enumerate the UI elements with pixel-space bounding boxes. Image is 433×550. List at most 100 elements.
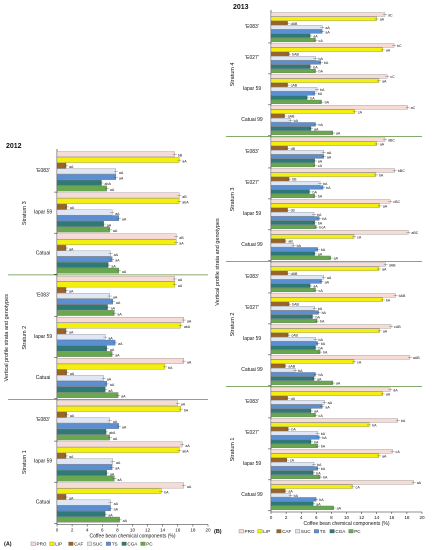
bar-pro [56,317,184,323]
bar-data-label: aA [113,420,118,424]
bar-data-label: aA [70,414,75,418]
bar-data-label: aA [417,481,422,485]
bar-lip [270,47,383,52]
x-tick-label: 20 [419,515,425,520]
bar-suc [270,25,323,30]
bar-data-label: bA [321,445,326,449]
bar-data-label: aA [110,472,115,476]
bar-data-label: aA [328,401,333,405]
bar-suc [270,306,315,311]
bar-cga [270,33,311,38]
bar-pc [56,226,110,233]
bar-pro [56,233,177,240]
bar-pro [270,43,395,48]
bar-cga [270,64,311,69]
stratum-label: Stratum 1 [230,438,236,462]
bar-data-label: bA [322,217,327,221]
bar-data-label: aA [116,301,121,305]
bar-suc [270,400,325,405]
bar-data-label: cA [319,414,324,418]
bar-data-label: aA [382,79,387,83]
bar-data-label: aB [288,240,293,244]
bar-ts [56,423,120,429]
stratum-label: Stratum 4 [230,63,236,87]
genotype-label: Iapar 59 [34,334,53,340]
bar-caf [56,287,67,293]
bar-data-label: aA [334,257,339,261]
bar-data-label: cA [357,360,362,364]
bar-lip [56,363,166,370]
bar-lip [270,297,383,302]
bar-lip [56,322,181,329]
bar-suc [56,209,113,216]
bar-data-label: aA [314,410,319,414]
bar-lip [270,266,380,271]
bar-data-label: bA [319,123,324,127]
x-tick-label: 6 [101,528,104,533]
x-tick-label: 16 [389,515,395,520]
bar-pro [56,151,175,158]
y-axis-title: Vertical profile strata and genotypes [215,218,221,306]
bar-ts [56,505,111,512]
bar-data-label: aA [115,354,120,358]
bar-ts [56,215,120,221]
x-tick-label: 16 [175,528,181,533]
bar-data-label: cAB [291,84,298,88]
stratum-label: Stratum 1 [22,450,28,474]
legend-label-pro: PRO [245,529,255,534]
bar-ts [56,256,113,263]
bar-caf [56,328,67,335]
bar-cga [270,501,314,506]
bar-data-label: aA [313,285,318,289]
bar-pro [270,199,391,204]
bar-data-label: aBC [411,231,418,235]
bar-data-label: bA [322,311,327,315]
genotype-label: 'E083' [36,417,50,423]
legend-swatch-pro [238,529,244,534]
bar-lip [56,447,180,453]
genotype-label: Iapar 59 [34,209,53,215]
bar-caf [270,20,288,26]
bar-ts [270,341,318,346]
bar-cga [270,376,315,381]
bar-data-label: aA [113,437,118,441]
bar-data-label: aA [336,132,341,136]
bar-data-label: bA [321,467,326,471]
genotype-label: Catuai 99 [241,492,263,498]
bar-ts [56,174,117,180]
bar-data-label: aA [119,177,124,181]
bar-data-label: aA [70,372,75,376]
x-tick-label: 12 [145,528,151,533]
bar-data-label: aAB [413,356,420,360]
bar-pc [56,434,110,441]
bar-caf [270,176,290,182]
bar-cga [270,189,310,194]
bar-data-label: abA [184,325,191,329]
bar-caf [270,270,288,276]
bar-lip [270,328,380,333]
bar-data-label: bA [323,182,328,186]
bar-pro [56,441,183,448]
bar-data-label: bA [401,419,406,423]
bar-pc [270,99,322,104]
bar-suc [270,275,324,280]
legend-swatch-caf [68,541,74,546]
bar-data-label: aA [380,143,385,147]
bar-lip [270,234,355,239]
genotype-label: Iapar 59 [34,458,53,464]
bar-data-label: aAB [288,365,295,369]
x-axis-title: Coffee bean chemical components (%) [303,521,389,527]
bar-data-label: bBC [398,169,405,173]
legend-label-suc: SUC [301,529,311,534]
genotype-label: 'E027' [245,305,259,311]
bar-data-label: aA [187,485,192,489]
bar-data-label: bA [318,221,323,225]
genotype-label: 'E083' [36,293,50,299]
bar-data-label: aA [114,502,119,506]
bar-pc [56,475,115,482]
bar-data-label: aA [69,331,74,335]
bar-data-label: bA [318,92,323,96]
bar-data-label: aA [318,160,323,164]
legend-swatch-cga [329,529,335,534]
x-tick-label: 0 [56,528,59,533]
